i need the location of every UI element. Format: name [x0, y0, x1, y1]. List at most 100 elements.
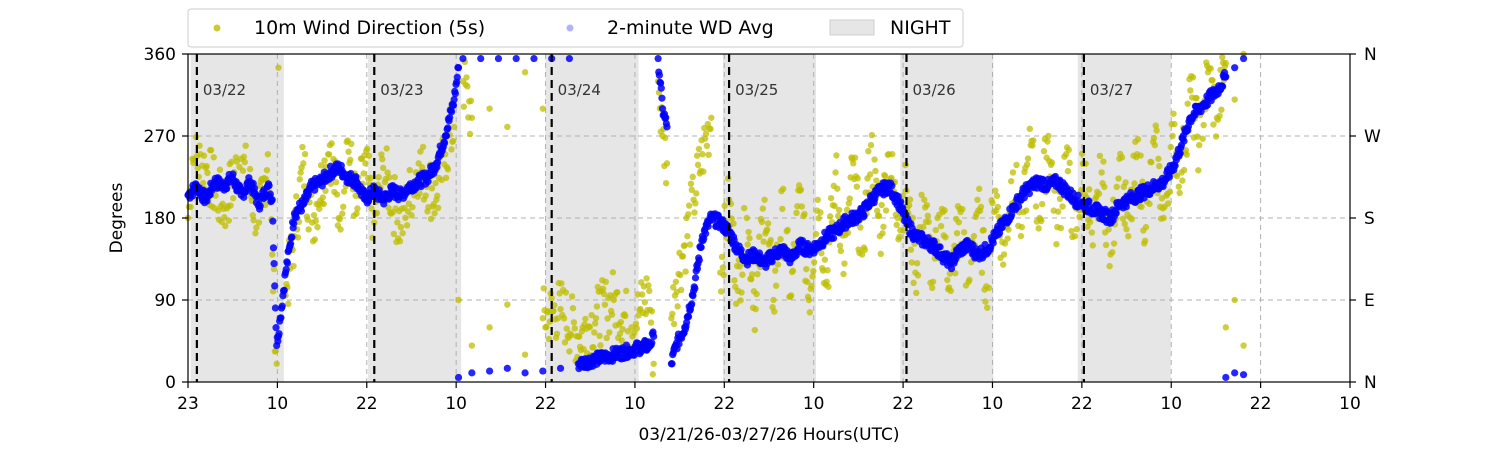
- wd5s-point-579: [737, 297, 744, 304]
- wd5s-point-439: [582, 315, 589, 323]
- avg-point-37: [459, 54, 467, 63]
- wd5s-point-175: [239, 167, 247, 174]
- x-tick-label-12: 22: [1250, 394, 1272, 414]
- avg-point-670: [684, 313, 693, 321]
- wd5s-point-656: [812, 230, 820, 238]
- x-tick-label-2: 22: [356, 394, 378, 414]
- wd5s-point-316: [386, 174, 393, 181]
- wd5s-point-630: [787, 293, 794, 300]
- wd5s-point-839: [993, 192, 1001, 200]
- x-tick-label-1: 10: [267, 394, 289, 414]
- wd5s-point-884: [1038, 217, 1045, 225]
- avg-point-275: [287, 240, 295, 248]
- wd5s-point-1015: [1166, 188, 1174, 195]
- wd5s-point-554: [703, 142, 711, 150]
- legend-label-wd5s: 10m Wind Direction (5s): [254, 17, 485, 39]
- wd5s-point-504: [643, 275, 650, 282]
- wd5s-point-1025: [1176, 189, 1183, 197]
- avg-point-675: [688, 300, 696, 308]
- wd5s-point-966: [1118, 154, 1126, 161]
- wd5s-point-622: [779, 185, 787, 193]
- wd5s-point-668: [825, 283, 832, 290]
- wd5s-point-581: [739, 271, 746, 278]
- wd5s-point-78: [921, 196, 928, 203]
- wd5s-point-444: [586, 324, 594, 331]
- wd5s-point-389: [464, 83, 471, 90]
- y-tick-label-0: 0: [165, 373, 176, 393]
- wd5s-point-901: [1054, 208, 1062, 215]
- wd5s-point-556: [705, 151, 712, 158]
- wd5s-point-1065: [1216, 112, 1223, 120]
- y-right-tick-label-2: S: [1364, 209, 1375, 229]
- avg-point-1257: [1085, 197, 1093, 205]
- wd5s-point-770: [925, 218, 932, 226]
- wd5s-point-677: [834, 185, 841, 192]
- wd5s-point-257: [328, 140, 335, 147]
- wd5s-point-154: [219, 200, 226, 208]
- wd5s-point-419: [563, 325, 570, 332]
- wd5s-point-931: [1084, 223, 1091, 231]
- avg-point-11: [270, 259, 278, 268]
- wd5s-point-364: [430, 200, 437, 208]
- wd5s-point-916: [1069, 233, 1076, 241]
- avg-point-747: [737, 246, 745, 254]
- avg-point-44: [521, 369, 529, 377]
- avg-point-125: [1231, 64, 1239, 72]
- avg-point-508: [446, 113, 454, 122]
- wd5s-point-248: [319, 194, 327, 201]
- day-label-1: 03/22: [203, 81, 246, 99]
- wd5s-point-1001: [1153, 127, 1160, 134]
- wd5s-point-944: [1096, 152, 1104, 160]
- avg-point-968: [888, 182, 896, 190]
- wd5s-point-86: [991, 187, 999, 194]
- wd5s-point-295: [365, 152, 373, 159]
- avg-point-255: [271, 304, 279, 312]
- wd5s-point-366: [432, 179, 439, 187]
- wd5s-point-448: [590, 344, 597, 351]
- wd5s-point-787: [942, 234, 949, 241]
- wd5s-point-602: [759, 205, 766, 212]
- wd5s-point-603: [760, 238, 767, 245]
- wd5s-point-723: [879, 230, 886, 237]
- wd5s-point-961: [1113, 183, 1120, 191]
- avg-point-260: [275, 330, 283, 338]
- avg-point-39: [477, 54, 485, 63]
- wd5s-point-483: [622, 287, 630, 295]
- avg-point-1170: [1025, 189, 1034, 198]
- wd5s-point-458: [599, 285, 607, 292]
- wd5s-point-352: [419, 143, 427, 151]
- wd5s-point-709: [865, 147, 872, 155]
- wd5s-point-644: [801, 210, 808, 218]
- wd5s-point-120: [187, 203, 194, 211]
- wd5s-point-35: [521, 351, 529, 358]
- wd5s-point-671: [827, 194, 835, 202]
- wd5s-point-831: [985, 284, 993, 292]
- wd5s-point-463: [604, 315, 611, 322]
- wd5s-point-873: [1026, 125, 1033, 133]
- wd5s-point-88: [1009, 169, 1017, 176]
- wd5s-point-101: [1125, 233, 1132, 240]
- avg-point-883: [830, 234, 838, 242]
- avg-point-269: [282, 265, 290, 273]
- avg-point-1117: [989, 239, 997, 247]
- wd5s-point-18: [362, 160, 369, 167]
- wd5s-point-572: [730, 220, 737, 227]
- wd5s-point-427: [570, 319, 578, 326]
- wd5s-point-309: [379, 156, 386, 163]
- wd5s-point-999: [1150, 134, 1158, 142]
- wd5s-point-450: [591, 320, 599, 327]
- wd5s-point-437: [580, 345, 587, 353]
- wd5s-point-113: [1222, 324, 1230, 331]
- wd5s-point-613: [771, 308, 778, 315]
- wd5s-point-201: [263, 166, 271, 174]
- wd5s-point-446: [588, 311, 595, 319]
- wd5s-point-169: [233, 158, 240, 165]
- wd5s-point-280: [350, 212, 358, 219]
- wd5s-point-738: [893, 221, 900, 229]
- avg-point-194: [229, 170, 237, 178]
- wd5s-point-1058: [1209, 77, 1216, 84]
- wd5s-point-861: [1015, 222, 1022, 230]
- wd5s-point-397: [543, 323, 550, 331]
- y-right-tick-label-0: N: [1364, 373, 1377, 393]
- y-axis-label: Degrees: [107, 182, 127, 253]
